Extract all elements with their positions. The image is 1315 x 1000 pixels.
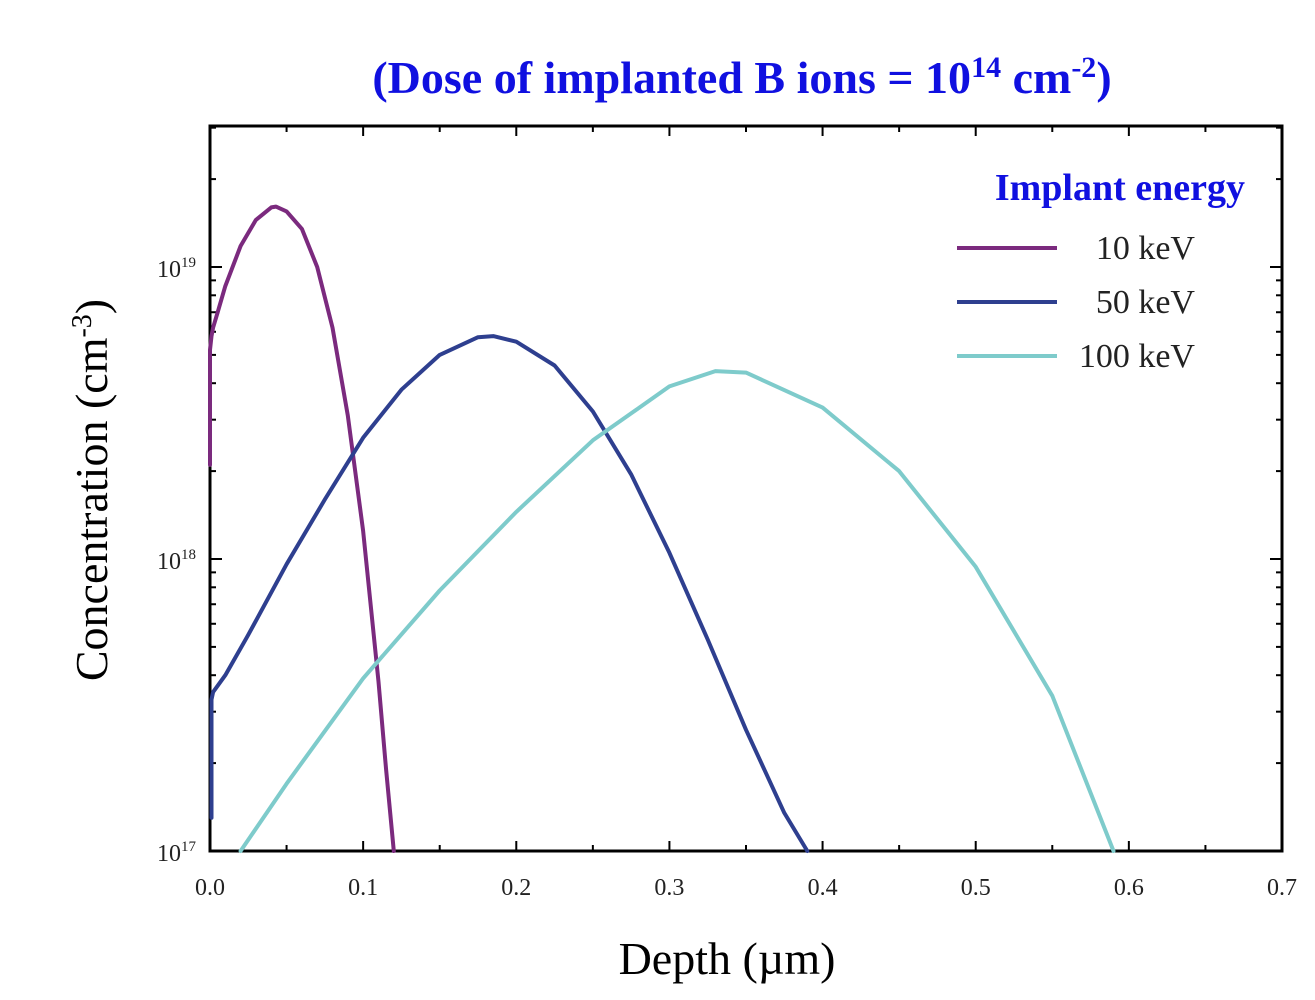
series-lines [208,204,1116,853]
legend-label: 50 keV [1096,284,1196,321]
x-tick-label: 0.5 [961,875,991,901]
title-unit-exponent: -2 [1071,51,1096,84]
x-tick-label: 0.2 [501,875,531,901]
x-tick-labels: 0.0 0.1 0.2 0.3 0.4 0.5 0.6 0.7 [195,875,1297,901]
title-prefix: (Dose of implanted B ions = 10 [372,52,971,103]
legend-label: 10 keV [1096,230,1196,267]
y-tick-base: 10 [157,257,181,283]
y-tick-label: 1017 [157,839,197,867]
y-axis-label-exponent: -3 [67,314,98,337]
y-tick-exponent: 18 [181,547,196,563]
y-tick-base: 10 [157,549,181,575]
x-tick-label: 0.4 [808,875,838,901]
legend-title: Implant energy [995,167,1245,209]
title-suffix: ) [1096,52,1111,103]
x-tick-label: 0.7 [1267,875,1297,901]
chart-title: (Dose of implanted B ions = 1014 cm-2) [372,51,1111,103]
y-axis-label-base: Concentration (cm [66,337,117,681]
series-line-2 [209,334,810,853]
y-tick-label: 1018 [157,547,196,575]
y-tick-exponent: 19 [181,255,196,271]
x-tick-label: 0.0 [195,875,225,901]
title-exponent: 14 [971,51,1001,84]
series-line-1 [208,204,396,853]
axis-ticks [209,126,1283,852]
series-line-3 [238,369,1116,853]
x-tick-label: 0.6 [1114,875,1144,901]
legend-label: 100 keV [1079,338,1196,375]
y-tick-exponent: 17 [181,839,197,855]
x-axis-label: Depth (µm) [619,933,836,984]
y-axis-label: Concentration (cm-3) [66,299,117,681]
x-tick-label: 0.3 [654,875,684,901]
y-tick-base: 10 [157,841,181,867]
legend: Implant energy 10 keV 50 keV 100 keV [957,167,1245,375]
title-unit: cm [1001,52,1071,103]
y-axis-label-close: ) [66,299,117,314]
x-tick-label: 0.1 [348,875,378,901]
y-tick-label: 1019 [157,255,196,283]
